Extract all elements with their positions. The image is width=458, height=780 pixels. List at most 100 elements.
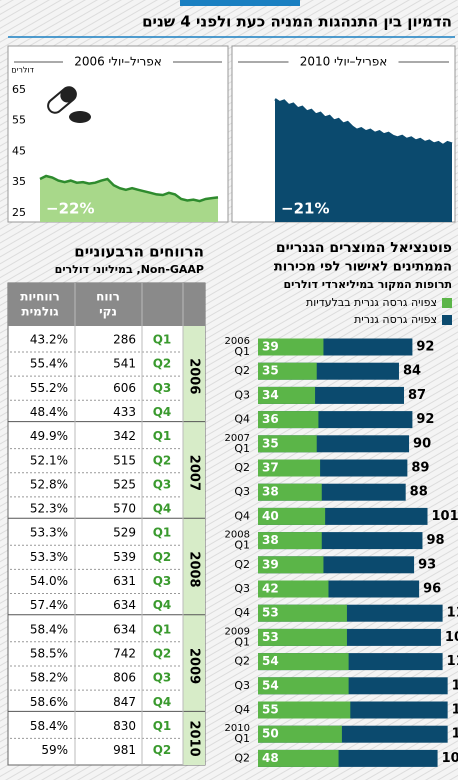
- value-label: 40: [262, 509, 279, 523]
- value-label: 107: [442, 751, 458, 766]
- quarter: Q2: [153, 550, 172, 564]
- net-profit: 515: [113, 453, 136, 467]
- y-tick-label: 45: [12, 144, 26, 157]
- legend-swatch: [442, 315, 452, 325]
- quarter: Q2: [153, 646, 172, 660]
- category-year: 2006: [225, 336, 250, 347]
- value-label: 92: [416, 340, 434, 355]
- value-label: 39: [262, 557, 279, 571]
- value-label: 109: [445, 630, 458, 645]
- value-label: 50: [262, 727, 279, 741]
- quarter: Q2: [153, 453, 172, 467]
- gross-margin: 52.3%: [30, 502, 68, 516]
- value-label: 113: [452, 727, 458, 742]
- net-profit: 981: [113, 743, 136, 757]
- quarter: Q1: [153, 526, 172, 540]
- value-label: 87: [408, 388, 426, 403]
- quarter: Q1: [153, 622, 172, 636]
- annotation: −21%: [281, 200, 329, 218]
- category-label: Q4: [234, 703, 250, 716]
- value-label: 113: [452, 678, 458, 693]
- value-label: 89: [411, 461, 429, 476]
- panel-title: אפריל–יולי 2010: [300, 55, 388, 69]
- category-label: Q3: [234, 679, 250, 692]
- quarter: Q4: [153, 405, 172, 419]
- bar: [258, 435, 317, 453]
- column-header: גולמית: [21, 305, 59, 319]
- bar: [258, 701, 351, 719]
- gross-margin: 58.6%: [30, 695, 68, 709]
- net-profit: 342: [113, 429, 136, 443]
- year-label: 2006: [187, 358, 202, 394]
- value-label: 53: [262, 630, 279, 644]
- value-label: 84: [403, 364, 421, 379]
- value-label: 53: [262, 606, 279, 620]
- y-tick-label: 25: [12, 206, 26, 219]
- category-label: Q1: [234, 442, 250, 455]
- gross-margin: 58.4%: [30, 622, 68, 636]
- value-label: 37: [262, 461, 279, 475]
- category-label: Q3: [234, 388, 250, 401]
- gross-margin: 58.4%: [30, 719, 68, 733]
- quarter: Q2: [153, 743, 172, 757]
- column-header: רווחיות: [20, 290, 60, 304]
- quarter: Q1: [153, 333, 172, 347]
- category-year: 2009: [225, 626, 250, 637]
- gross-margin: 57.4%: [30, 598, 68, 612]
- gross-margin: 53.3%: [30, 526, 68, 540]
- legend-swatch: [442, 298, 452, 308]
- top-strip: [180, 0, 300, 6]
- category-label: Q3: [234, 582, 250, 595]
- area-fill: [40, 176, 218, 222]
- column-header: רווח: [96, 290, 120, 304]
- year-strip: [183, 326, 205, 765]
- gross-margin: 58.5%: [30, 646, 68, 660]
- value-label: 88: [410, 485, 428, 500]
- gross-margin: 54.0%: [30, 574, 68, 588]
- gross-margin: 43.2%: [30, 333, 68, 347]
- panel-title-bg: [63, 54, 173, 70]
- bar: [258, 459, 321, 477]
- value-label: 110: [447, 606, 458, 621]
- value-label: 38: [262, 533, 279, 547]
- value-label: 96: [423, 582, 441, 597]
- value-label: 98: [426, 533, 444, 548]
- column-header: נקי: [99, 305, 117, 319]
- table-frame: [7, 282, 206, 766]
- gross-margin: 52.8%: [30, 477, 68, 491]
- gross-margin: 55.2%: [30, 381, 68, 395]
- bar: [258, 362, 317, 380]
- year-label: 2009: [187, 648, 202, 684]
- gross-margin: 58.2%: [30, 671, 68, 685]
- value-label: 36: [262, 412, 279, 426]
- value-label: 39: [262, 340, 279, 354]
- net-profit: 634: [113, 598, 136, 612]
- bar: [258, 556, 324, 574]
- chart-title: פוטנציאל המוצרים הגנריים: [276, 240, 452, 256]
- category-label: Q1: [234, 345, 250, 358]
- value-label: 54: [262, 654, 279, 668]
- value-label: 55: [262, 703, 279, 717]
- category-year: 2008: [225, 530, 250, 541]
- category-label: Q2: [234, 558, 250, 571]
- panel-title: אפריל–יולי 2006: [74, 55, 162, 69]
- net-profit: 742: [113, 646, 136, 660]
- category-label: Q2: [234, 751, 250, 764]
- y-unit: דולרים: [11, 66, 34, 75]
- net-profit: 529: [113, 526, 136, 540]
- year-label: 2010: [187, 720, 202, 756]
- quarter: Q4: [153, 502, 172, 516]
- bar: [258, 604, 347, 622]
- quarter: Q3: [153, 574, 172, 588]
- quarter: Q3: [153, 381, 172, 395]
- table-subtitle: Non-GAAP, במיליוני דולרים: [55, 263, 204, 276]
- quarter: Q4: [153, 598, 172, 612]
- chart-subtitle: תרופות המקור במיליארדי דולרים: [284, 278, 453, 291]
- category-year: 2010: [225, 723, 250, 734]
- category-label: Q1: [234, 539, 250, 552]
- bar: [258, 749, 339, 767]
- category-label: Q2: [234, 461, 250, 474]
- category-label: Q4: [234, 606, 250, 619]
- net-profit: 631: [113, 574, 136, 588]
- category-label: Q1: [234, 635, 250, 648]
